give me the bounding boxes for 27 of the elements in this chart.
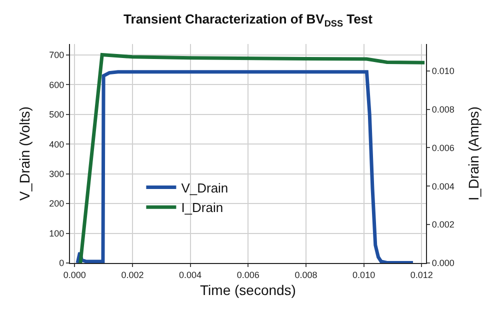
y2-tick-label: 0.000 <box>432 258 454 268</box>
y2-axis-title: I_Drain (Amps) <box>466 106 482 201</box>
x-tick-label: 0.008 <box>294 270 318 280</box>
y-axis-title: V_Drain (Volts) <box>16 106 33 201</box>
x-tick-label: 0.010 <box>352 270 376 280</box>
y2-tick-label: 0.006 <box>432 142 454 153</box>
y-tick-label: 200 <box>49 198 64 209</box>
x-tick-label: 0.000 <box>63 270 86 280</box>
y-tick-label: 100 <box>49 228 64 238</box>
y2-tick-label: 0.004 <box>432 181 454 192</box>
legend-label: I_Drain <box>181 200 224 216</box>
x-tick-label: 0.012 <box>410 270 433 280</box>
x-tick-label: 0.002 <box>121 270 144 280</box>
y-tick-label: 0 <box>59 258 64 268</box>
legend-label: V_Drain <box>181 180 228 196</box>
x-tick-label: 0.006 <box>236 270 260 280</box>
y2-tick-label: 0.002 <box>432 220 454 230</box>
y-tick-label: 400 <box>49 139 64 150</box>
chart-title: Transient Characterization of BV$_{DSS}$ Test <box>124 12 374 28</box>
y2-tick-label: 0.010 <box>432 66 454 76</box>
y-tick-label: 700 <box>49 50 64 60</box>
x-axis-title: Time (seconds) <box>200 282 296 298</box>
y-tick-label: 600 <box>49 80 64 90</box>
y2-tick-label: 0.008 <box>432 104 454 114</box>
x-tick-label: 0.004 <box>179 270 202 280</box>
y-tick-label: 500 <box>49 110 64 120</box>
y-tick-label: 300 <box>49 169 64 179</box>
